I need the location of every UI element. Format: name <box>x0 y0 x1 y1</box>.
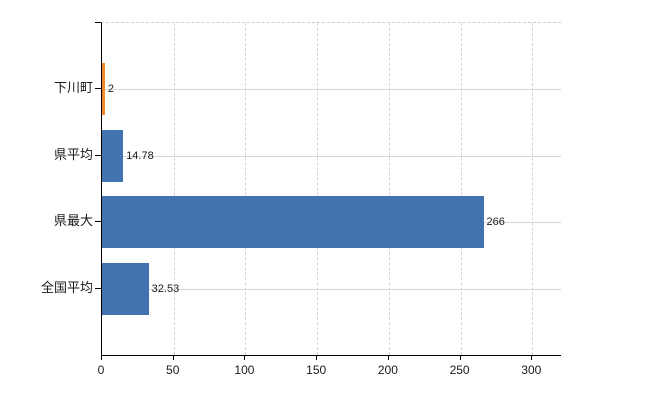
x-axis-tick <box>172 355 174 360</box>
y-axis-tick <box>95 154 101 156</box>
bar-3 <box>102 196 484 249</box>
x-axis-tick-label: 100 <box>234 363 255 377</box>
horizontal-gridline <box>102 89 561 91</box>
vertical-gridline <box>317 23 319 355</box>
x-axis-tick-label: 300 <box>521 363 542 377</box>
x-axis-tick-label: 0 <box>97 363 105 377</box>
plot-area: 2 14.78 266 32.53 <box>101 22 561 356</box>
x-axis-tick-label: 150 <box>306 363 327 377</box>
x-axis-tick <box>101 355 102 360</box>
bar-2 <box>102 129 124 182</box>
category-label: 全国平均 <box>40 279 93 295</box>
bar-4 <box>102 262 149 315</box>
x-axis-tick <box>459 355 461 360</box>
y-axis-tick <box>95 88 101 90</box>
y-axis-tick <box>95 221 101 223</box>
horizontal-gridline <box>102 155 561 157</box>
vertical-gridline <box>173 23 175 355</box>
bar-value-label: 32.53 <box>151 282 180 295</box>
x-axis-tick-label: 250 <box>449 363 470 377</box>
x-axis-tick <box>387 355 389 360</box>
x-axis-tick-label: 50 <box>166 363 180 377</box>
x-axis-tick <box>531 355 533 360</box>
vertical-gridline <box>532 23 534 355</box>
y-axis-end-tick <box>95 22 101 23</box>
category-label: 県平均 <box>53 146 93 162</box>
vertical-gridline <box>460 23 462 355</box>
bar-value-label: 14.78 <box>126 149 154 162</box>
vertical-gridline <box>245 23 247 355</box>
category-label: 下川町 <box>53 80 93 96</box>
bar-1 <box>102 63 105 116</box>
horizontal-gridline <box>102 288 561 290</box>
y-axis-tick <box>95 287 101 289</box>
x-axis-tick <box>244 355 246 360</box>
x-axis-tick <box>316 355 318 360</box>
category-label: 県最大 <box>53 213 93 229</box>
vertical-gridline <box>388 23 390 355</box>
x-axis-tick-label: 200 <box>377 363 398 377</box>
bar-value-label: 2 <box>107 83 114 96</box>
bar-value-label: 266 <box>486 216 505 229</box>
